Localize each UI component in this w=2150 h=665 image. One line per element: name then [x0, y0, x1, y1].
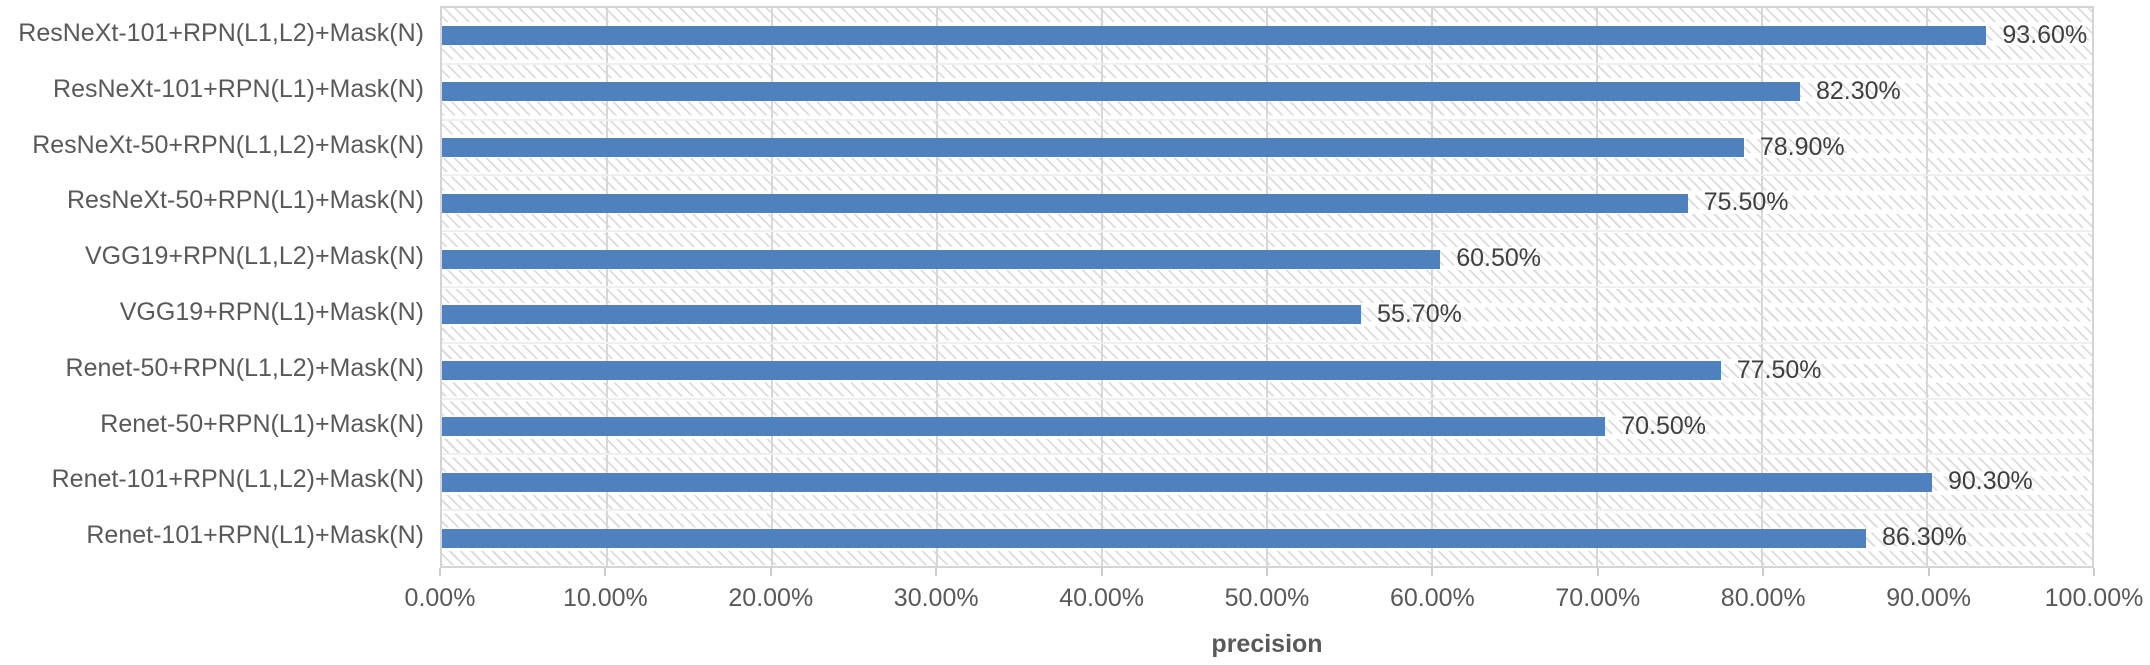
band-separator — [442, 286, 2092, 288]
category-label: Renet-101+RPN(L1,L2)+Mask(N) — [51, 465, 424, 494]
x-tick-label: 100.00% — [2044, 584, 2144, 612]
bars-layer: 93.60% 82.30% 78.90% 75.50% 60.50% 55.70% 77.5… — [442, 8, 2092, 566]
plot-area: 93.60% 82.30% 78.90% 75.50% 60.50% 55.70% 77.5… — [440, 6, 2094, 568]
bar-value-label: 60.50% — [1456, 244, 1542, 273]
bar — [442, 82, 1800, 102]
category-label: Renet-101+RPN(L1)+Mask(N) — [86, 521, 424, 550]
bar-value-label: 93.60% — [2002, 21, 2088, 49]
band-separator — [442, 118, 2092, 121]
x-tick-mark — [769, 568, 772, 576]
bar — [442, 361, 1721, 381]
band-separator — [442, 453, 2092, 456]
category-label: ResNeXt-101+RPN(L1)+Mask(N) — [53, 74, 424, 103]
bar — [442, 138, 1744, 157]
x-tick-mark — [439, 568, 441, 576]
band-separator — [442, 341, 2092, 344]
category-label: ResNeXt-101+RPN(L1,L2)+Mask(N) — [18, 19, 424, 47]
bar — [442, 193, 1688, 213]
x-tick-label: 10.00% — [562, 584, 648, 612]
bar-value-label: 78.90% — [1759, 132, 1845, 161]
x-tick-mark — [1100, 568, 1103, 576]
x-tick-mark — [1596, 568, 1599, 576]
category-label: ResNeXt-50+RPN(L1,L2)+Mask(N) — [32, 130, 424, 159]
x-tick-mark — [1266, 568, 1268, 576]
x-tick-mark — [604, 568, 607, 576]
bar — [442, 305, 1362, 325]
x-tick-mark — [2093, 568, 2095, 576]
x-tick-mark — [1762, 568, 1765, 576]
x-tick-mark — [1431, 568, 1434, 576]
category-label: ResNeXt-50+RPN(L1)+Mask(N) — [66, 186, 424, 215]
gridlines-layer — [442, 8, 2092, 566]
x-tick-label: 90.00% — [1886, 584, 1971, 612]
x-tick-label: 30.00% — [893, 584, 979, 612]
category-axis-labels: ResNeXt-101+RPN(L1,L2)+Mask(N) ResNeXt-10… — [0, 6, 424, 568]
bar — [442, 417, 1606, 436]
band-separator — [442, 509, 2092, 512]
band-separator — [442, 174, 2092, 177]
band-separator — [442, 397, 2092, 400]
category-label: Renet-50+RPN(L1)+Mask(N) — [100, 409, 424, 438]
bar-value-label: 70.50% — [1621, 411, 1707, 440]
bar-value-label: 90.30% — [1947, 467, 2033, 496]
bar — [442, 249, 1441, 269]
x-tick-label: 40.00% — [1059, 584, 1144, 612]
x-tick-label: 20.00% — [728, 584, 814, 612]
band-separator — [442, 230, 2092, 233]
x-tick-label: 80.00% — [1720, 584, 1806, 612]
x-tick-label: 70.00% — [1555, 584, 1641, 612]
bar-value-label: 82.30% — [1815, 76, 1901, 105]
category-label: Renet-50+RPN(L1,L2)+Mask(N) — [65, 353, 424, 382]
x-axis-title: precision — [1211, 630, 1323, 658]
bar — [442, 26, 1987, 46]
category-label: VGG19+RPN(L1)+Mask(N) — [119, 298, 424, 326]
x-tick-mark — [1927, 568, 1930, 576]
bar-value-label: 55.70% — [1377, 300, 1462, 328]
x-axis: 0.00% 10.00% 20.00% 30.00% 40.00% 50.00% 60.00… — [405, 568, 2143, 620]
bar-value-label: 75.50% — [1703, 188, 1789, 217]
x-tick-label: 50.00% — [1224, 584, 1310, 612]
bar-value-label: 77.50% — [1736, 355, 1822, 384]
bar — [442, 528, 1866, 548]
bar-value-label: 86.30% — [1881, 523, 1967, 552]
band-separator — [442, 62, 2092, 65]
x-tick-label: 0.00% — [404, 584, 476, 612]
x-tick-mark — [935, 568, 938, 576]
x-tick-label: 60.00% — [1389, 584, 1475, 612]
bar — [442, 472, 1932, 492]
category-label: VGG19+RPN(L1,L2)+Mask(N) — [84, 242, 424, 271]
